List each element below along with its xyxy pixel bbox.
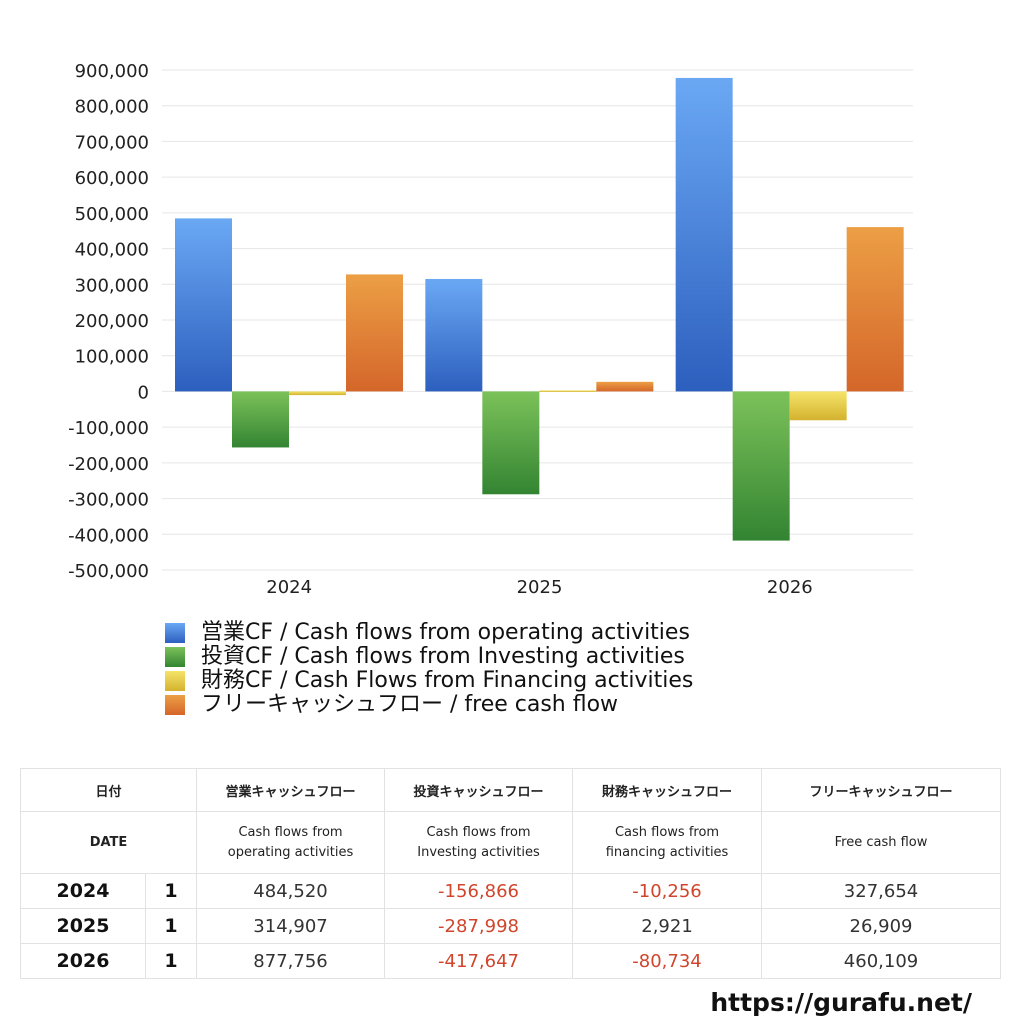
legend-swatch-investing: [165, 647, 185, 667]
bar-2025-series-1: [482, 391, 540, 495]
header-operating-en: Cash flows from operating activities: [196, 811, 386, 874]
chart-legend: 営業CF / Cash flows from operating activit…: [165, 621, 693, 717]
legend-swatch-free-cash-flow: [165, 695, 185, 715]
grid-lines: [162, 69, 913, 571]
row-quarter: 1: [144, 908, 198, 944]
bar-2025-series-2: [539, 390, 597, 392]
y-tick-label: 700,000: [75, 132, 149, 153]
header-investing-jp: 投資キャッシュフロー: [384, 768, 574, 812]
y-tick-label: 500,000: [75, 204, 149, 225]
cell-free: 460,109: [761, 943, 1002, 979]
bar-2026-series-3: [846, 227, 904, 392]
y-tick-label: 0: [138, 382, 149, 403]
cash-flow-chart: 900,000 800,000 700,000 600,000 500,000 400,0…: [68, 61, 913, 598]
site-url[interactable]: https://gurafu.net/: [710, 988, 972, 1017]
legend-item-financing: 財務CF / Cash Flows from Financing activit…: [165, 669, 693, 693]
y-tick-label: 400,000: [75, 240, 149, 261]
legend-label-free-cash-flow: フリーキャッシュフロー / free cash flow: [201, 692, 619, 717]
table-header-jp: 日付 営業キャッシュフロー 投資キャッシュフロー 財務キャッシュフロー フリーキ…: [19, 768, 1002, 812]
legend-swatch-operating: [165, 623, 185, 643]
header-date-en: DATE: [19, 811, 198, 874]
legend-label-financing: 財務CF / Cash Flows from Financing activit…: [201, 668, 694, 693]
bar-2026-series-0: [675, 77, 733, 392]
cell-operating: 484,520: [196, 873, 386, 909]
y-tick-label: -100,000: [68, 418, 149, 439]
table-header-en: DATE Cash flows from operating activitie…: [19, 811, 1002, 874]
legend-item-investing: 投資CF / Cash flows from Investing activit…: [165, 645, 693, 669]
header-financing-jp: 財務キャッシュフロー: [572, 768, 763, 812]
row-year: 2026: [20, 943, 146, 979]
bar-2025-series-3: [596, 381, 654, 392]
cell-free: 327,654: [761, 873, 1002, 909]
bar-2024-series-1: [232, 391, 289, 448]
legend-label-operating: 営業CF / Cash flows from operating activit…: [201, 620, 690, 645]
header-investing-en: Cash flows from Investing activities: [384, 811, 574, 874]
table-row: 2024 1 484,520 -156,866 -10,256 327,654: [20, 873, 1002, 909]
cell-free: 26,909: [761, 908, 1002, 944]
cell-investing: -287,998: [384, 908, 574, 944]
row-year: 2025: [20, 908, 146, 944]
bar-2024-series-3: [346, 274, 403, 392]
bar-2026-series-2: [789, 391, 847, 421]
x-tick-label: 2026: [767, 577, 813, 598]
bar-series: [175, 77, 904, 541]
legend-swatch-financing: [165, 671, 185, 691]
y-axis-tick-labels: 900,000 800,000 700,000 600,000 500,000 400,0…: [68, 61, 149, 582]
legend-item-free-cash-flow: フリーキャッシュフロー / free cash flow: [165, 693, 693, 717]
header-financing-en: Cash flows from financing activities: [572, 811, 763, 874]
cell-financing: 2,921: [572, 908, 763, 944]
y-tick-label: -300,000: [68, 490, 149, 511]
cell-financing: -80,734: [572, 943, 763, 979]
table-row: 2026 1 877,756 -417,647 -80,734 460,109: [20, 943, 1002, 979]
cell-financing: -10,256: [572, 873, 763, 909]
cell-operating: 314,907: [196, 908, 386, 944]
y-tick-label: 100,000: [75, 347, 149, 368]
y-tick-label: 200,000: [75, 311, 149, 332]
bar-2026-series-1: [732, 391, 790, 541]
y-tick-label: 800,000: [75, 97, 149, 118]
y-tick-label: 300,000: [75, 275, 149, 296]
y-tick-label: 900,000: [75, 61, 149, 82]
legend-label-investing: 投資CF / Cash flows from Investing activit…: [201, 644, 685, 669]
header-operating-jp: 営業キャッシュフロー: [196, 768, 386, 812]
x-axis-tick-labels: 2024 2025 2026: [266, 577, 812, 598]
header-free-jp: フリーキャッシュフロー: [761, 768, 1002, 812]
header-date-jp: 日付: [19, 768, 198, 812]
x-tick-label: 2025: [517, 577, 563, 598]
bar-2024-series-2: [289, 391, 346, 396]
cell-investing: -417,647: [384, 943, 574, 979]
cash-flow-table: 日付 営業キャッシュフロー 投資キャッシュフロー 財務キャッシュフロー フリーキ…: [19, 768, 1002, 979]
y-tick-label: 600,000: [75, 168, 149, 189]
row-year: 2024: [20, 873, 146, 909]
legend-item-operating: 営業CF / Cash flows from operating activit…: [165, 621, 693, 645]
cell-operating: 877,756: [196, 943, 386, 979]
row-quarter: 1: [144, 943, 198, 979]
bar-2025-series-0: [425, 278, 483, 392]
y-tick-label: -500,000: [68, 561, 149, 582]
row-quarter: 1: [144, 873, 198, 909]
y-tick-label: -400,000: [68, 525, 149, 546]
table-row: 2025 1 314,907 -287,998 2,921 26,909: [20, 908, 1002, 944]
y-tick-label: -200,000: [68, 454, 149, 475]
bar-2024-series-0: [175, 218, 232, 392]
cell-investing: -156,866: [384, 873, 574, 909]
header-free-en: Free cash flow: [761, 811, 1002, 874]
x-tick-label: 2024: [266, 577, 312, 598]
